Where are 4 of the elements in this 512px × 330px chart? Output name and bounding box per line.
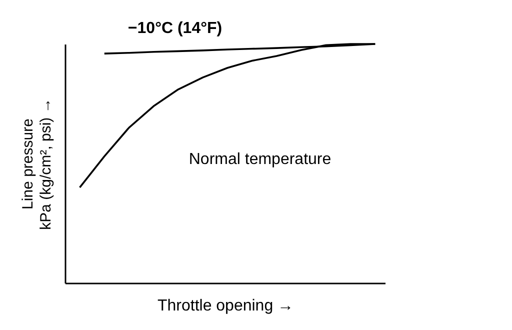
text: −10°C (14°F) [128,20,222,37]
annotation: Normal temperature [188,151,332,168]
x-axis-title: Throttle opening → [157,298,294,314]
y-axis-title: Line pressure kPa (kg/cm², psi) → [20,98,54,230]
